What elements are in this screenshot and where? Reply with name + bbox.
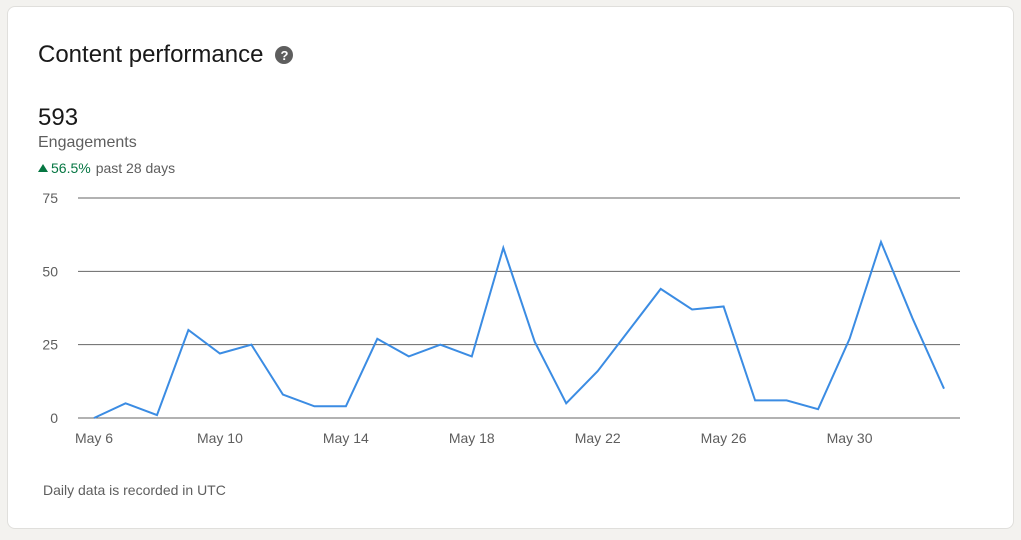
data-point <box>534 341 536 343</box>
x-tick-label: May 26 <box>701 430 747 446</box>
data-point <box>313 405 315 407</box>
data-point <box>376 338 378 340</box>
x-tick-label: May 30 <box>827 430 873 446</box>
data-point <box>817 408 819 410</box>
engagements-label: Engagements <box>38 134 137 151</box>
data-point <box>723 306 725 308</box>
data-point <box>691 308 693 310</box>
data-point <box>250 344 252 346</box>
question-circle-icon[interactable]: ? <box>275 46 294 64</box>
y-tick-label: 75 <box>42 190 58 206</box>
data-point <box>754 399 756 401</box>
data-point <box>219 352 221 354</box>
data-point <box>943 388 945 390</box>
data-point <box>408 355 410 357</box>
data-point <box>565 402 567 404</box>
data-point <box>628 329 630 331</box>
data-point <box>471 355 473 357</box>
data-point <box>502 247 504 249</box>
triangle-up-icon <box>38 164 48 172</box>
data-point <box>597 370 599 372</box>
title-row: Content performance ? <box>38 41 294 69</box>
data-point <box>282 394 284 396</box>
x-tick-label: May 14 <box>323 430 369 446</box>
x-tick-label: May 18 <box>449 430 495 446</box>
data-point <box>660 288 662 290</box>
data-point <box>156 414 158 416</box>
x-tick-label: May 6 <box>75 430 113 446</box>
y-tick-label: 25 <box>42 337 58 353</box>
utc-footnote: Daily data is recorded in UTC <box>43 482 226 498</box>
data-point <box>880 241 882 243</box>
data-point <box>786 399 788 401</box>
y-tick-label: 50 <box>42 263 58 279</box>
change-percent: 56.5% <box>51 160 91 176</box>
y-tick-label: 0 <box>50 410 58 426</box>
card-title: Content performance <box>38 41 264 68</box>
data-point <box>912 317 914 319</box>
data-point <box>187 329 189 331</box>
change-period: past 28 days <box>95 160 176 176</box>
content-performance-card: Content performance ? 593 Engagements 56… <box>7 6 1014 529</box>
engagements-series-line <box>93 239 945 419</box>
x-tick-label: May 10 <box>197 430 243 446</box>
x-tick-label: May 22 <box>575 430 621 446</box>
data-point <box>345 405 347 407</box>
data-point <box>124 402 126 404</box>
data-point <box>93 417 95 419</box>
data-point <box>439 344 441 346</box>
engagements-value: 593 <box>38 104 79 131</box>
data-point <box>849 338 851 340</box>
change-indicator: 56.5% past 28 days <box>38 160 175 176</box>
